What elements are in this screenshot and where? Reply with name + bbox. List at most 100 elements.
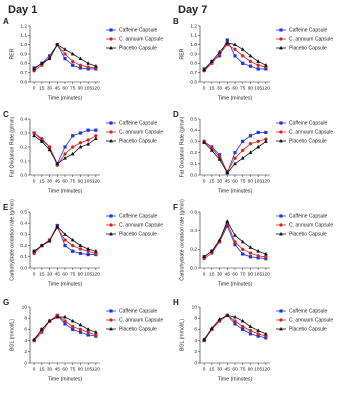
y-tick-label: 0.0 bbox=[190, 265, 197, 271]
y-tick-label: 10 bbox=[192, 304, 198, 310]
marker bbox=[217, 317, 222, 321]
x-axis-label: Time (minutes) bbox=[218, 188, 253, 194]
marker bbox=[256, 328, 261, 332]
x-tick-label: 30 bbox=[217, 178, 223, 184]
y-tick-label: 0.1 bbox=[20, 254, 27, 260]
marker bbox=[86, 128, 90, 132]
x-tick-label: 120 bbox=[92, 178, 100, 184]
marker bbox=[256, 139, 260, 144]
x-tick-label: 30 bbox=[47, 366, 53, 372]
marker bbox=[78, 141, 83, 145]
y-axis-label: BGL (mmol/L) bbox=[9, 319, 15, 351]
x-axis-label: Time (minutes) bbox=[48, 95, 83, 101]
marker bbox=[63, 243, 67, 248]
y-tick-label: 1.1 bbox=[190, 33, 197, 39]
legend-marker bbox=[109, 37, 113, 41]
x-tick-label: 120 bbox=[262, 85, 270, 91]
y-tick-label: 0.3 bbox=[190, 139, 197, 145]
marker bbox=[55, 314, 60, 319]
marker bbox=[39, 327, 44, 331]
marker bbox=[71, 327, 75, 331]
x-tick-label: 45 bbox=[225, 85, 231, 91]
marker bbox=[209, 248, 214, 253]
marker bbox=[256, 67, 260, 71]
marker bbox=[93, 136, 98, 140]
x-tick-label: 30 bbox=[47, 85, 53, 91]
marker bbox=[233, 233, 237, 237]
marker bbox=[233, 42, 237, 47]
marker bbox=[256, 248, 261, 253]
y-axis-label: Fat Oxidation Rate (g/min) bbox=[9, 116, 15, 177]
y-axis-label: Carbohydrate oxidation rate (g/min) bbox=[179, 199, 185, 281]
x-tick-label: 90 bbox=[248, 85, 254, 91]
marker bbox=[55, 161, 60, 166]
x-tick-label: 60 bbox=[62, 85, 68, 91]
marker bbox=[233, 47, 237, 52]
marker bbox=[248, 64, 253, 68]
x-tick-label: 30 bbox=[47, 178, 53, 184]
x-tick-label: 120 bbox=[262, 271, 270, 277]
marker bbox=[71, 249, 75, 253]
panel-label: B bbox=[173, 17, 179, 26]
legend-label: Placebo Capsule bbox=[119, 231, 157, 237]
marker bbox=[233, 322, 237, 326]
marker bbox=[86, 65, 90, 69]
x-tick-label: 75 bbox=[70, 271, 76, 277]
y-tick-label: 8 bbox=[24, 315, 27, 321]
legend-label: C. annuum Capsule bbox=[289, 129, 333, 135]
x-tick-label: 105 bbox=[84, 271, 92, 277]
y-tick-label: 0.2 bbox=[20, 144, 27, 150]
marker bbox=[63, 319, 67, 323]
y-tick-label: 2 bbox=[24, 349, 27, 355]
legend-label: Placebo Capsule bbox=[119, 138, 157, 144]
marker bbox=[86, 333, 90, 337]
marker bbox=[32, 248, 37, 253]
legend-label: Placebo Capsule bbox=[119, 45, 157, 51]
legend-marker bbox=[109, 326, 113, 331]
marker bbox=[264, 255, 268, 259]
y-tick-label: 0.5 bbox=[190, 116, 197, 122]
y-tick-label: 0 bbox=[24, 360, 27, 366]
marker bbox=[70, 51, 75, 56]
x-tick-label: 0 bbox=[33, 178, 36, 184]
x-tick-label: 30 bbox=[217, 85, 223, 91]
marker bbox=[256, 130, 260, 135]
x-tick-label: 15 bbox=[39, 366, 45, 372]
legend-marker bbox=[109, 223, 113, 227]
marker bbox=[63, 152, 67, 156]
marker bbox=[63, 47, 67, 51]
marker bbox=[209, 148, 214, 152]
marker bbox=[225, 219, 230, 223]
marker bbox=[233, 156, 237, 160]
marker bbox=[256, 332, 260, 336]
panel-label: F bbox=[173, 203, 178, 212]
marker bbox=[233, 150, 237, 155]
y-tick-label: 0 bbox=[194, 360, 197, 366]
legend-marker bbox=[109, 138, 113, 143]
marker bbox=[86, 246, 91, 251]
legend-label: Caffeine Capsule bbox=[119, 308, 157, 314]
x-tick-label: 45 bbox=[55, 366, 61, 372]
marker bbox=[263, 331, 268, 336]
y-axis-label: BGL (mmol/L) bbox=[179, 319, 185, 351]
marker bbox=[256, 63, 260, 67]
marker bbox=[86, 252, 90, 257]
x-tick-label: 0 bbox=[203, 178, 206, 184]
y-tick-label: 8 bbox=[194, 315, 197, 321]
x-tick-label: 60 bbox=[62, 366, 68, 372]
y-tick-label: 0.7 bbox=[190, 70, 197, 76]
marker bbox=[70, 237, 75, 242]
marker bbox=[78, 131, 83, 135]
legend-marker bbox=[279, 130, 283, 134]
marker bbox=[32, 133, 37, 138]
marker bbox=[70, 318, 75, 323]
x-tick-label: 45 bbox=[55, 178, 61, 184]
marker bbox=[86, 327, 91, 331]
marker bbox=[233, 243, 237, 247]
y-tick-label: 0.8 bbox=[190, 61, 197, 67]
marker bbox=[248, 134, 253, 138]
x-axis-label: Time (minutes) bbox=[218, 376, 253, 382]
legend-label: Placebo Capsule bbox=[119, 326, 157, 332]
marker bbox=[263, 62, 268, 67]
x-tick-label: 75 bbox=[70, 85, 76, 91]
